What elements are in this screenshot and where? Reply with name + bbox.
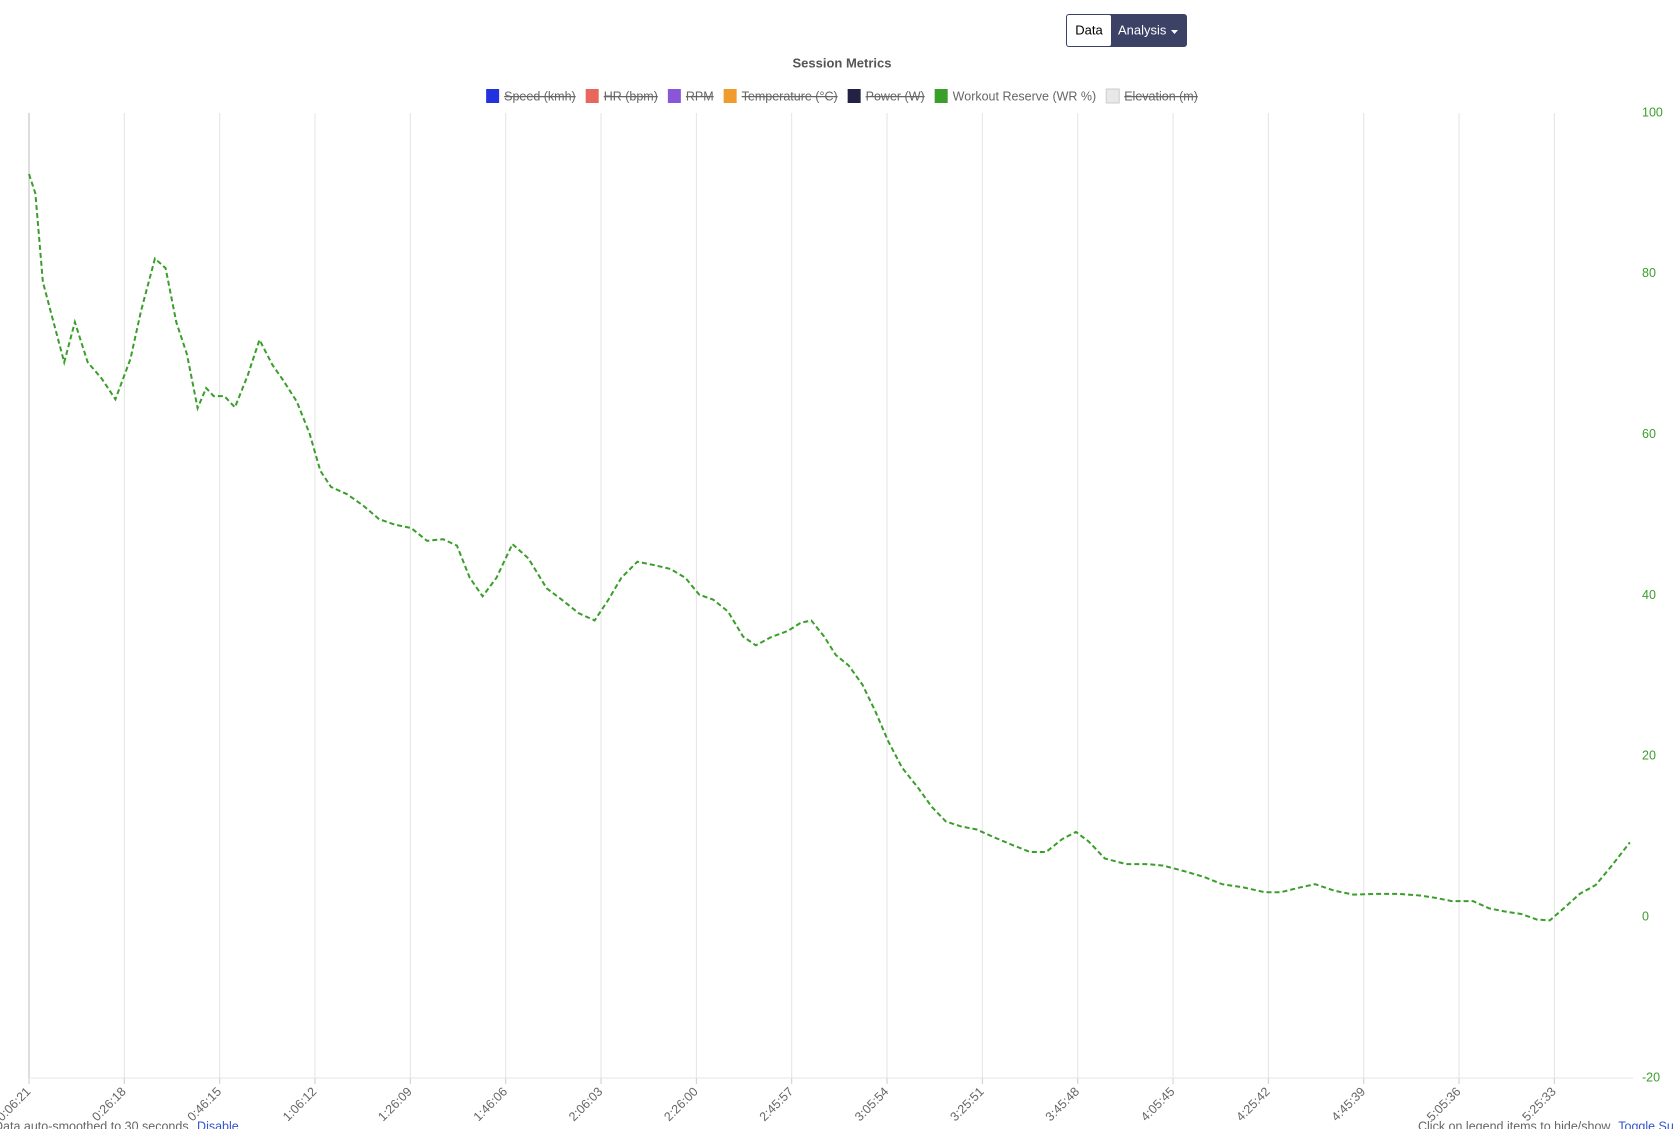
x-tick-label: 4:45:39 (1329, 1085, 1368, 1124)
data-button-bg[interactable] (1067, 15, 1111, 46)
legend-label[interactable]: Speed (kmh) (504, 89, 576, 103)
y2-tick-label: -20 (1642, 1070, 1660, 1084)
legend-swatch[interactable] (934, 89, 948, 103)
analysis-button[interactable]: Analysis (1118, 22, 1167, 37)
x-tick-label: 1:06:12 (280, 1085, 319, 1124)
legend-swatch[interactable] (486, 89, 500, 103)
x-tick-label: 1:26:09 (375, 1085, 414, 1124)
x-tick-label: 1:46:06 (471, 1085, 510, 1124)
legend-label[interactable]: Temperature (°C) (742, 89, 838, 103)
x-tick-label: 2:06:03 (566, 1085, 605, 1124)
legend-swatch[interactable] (585, 89, 599, 103)
legend-label[interactable]: RPM (686, 89, 714, 103)
y2-tick-label: 80 (1642, 266, 1656, 280)
data-line (28, 173, 1631, 922)
x-tick-label: 3:05:54 (852, 1085, 891, 1124)
x-tick-label: 4:25:42 (1233, 1085, 1272, 1124)
legend-swatch[interactable] (667, 89, 681, 103)
legend-swatch[interactable] (723, 89, 737, 103)
x-tick-label: 0:06:21 (0, 1085, 33, 1124)
x-tick-label: 3:25:51 (947, 1085, 986, 1124)
legend-label[interactable]: Power (W) (866, 89, 925, 103)
x-tick-label: 0:26:18 (89, 1085, 128, 1124)
legend-label[interactable]: Elevation (m) (1124, 89, 1198, 103)
caret (1171, 30, 1178, 34)
y2-tick-label: 100 (1642, 105, 1663, 119)
y2-tick-label: 40 (1642, 588, 1656, 602)
x-tick-label: 3:45:48 (1043, 1085, 1082, 1124)
x-tick-label: 5:25:33 (1519, 1085, 1558, 1124)
legend-label[interactable]: Workout Reserve (WR %) (953, 89, 1097, 103)
legend-swatch[interactable] (1105, 88, 1120, 104)
x-tick-label: 5:05:36 (1424, 1085, 1463, 1124)
x-tick-label: 2:45:57 (757, 1085, 796, 1124)
footer-hint: Click on legend items to hide/show. (1418, 1119, 1613, 1129)
y2-tick-label: 20 (1642, 749, 1656, 763)
y2-tick-label: 60 (1642, 427, 1656, 441)
x-tick-label: 4:05:45 (1138, 1085, 1177, 1124)
chart-title: Session Metrics (793, 55, 892, 70)
y2-tick-label: 0 (1642, 909, 1649, 923)
data-button[interactable]: Data (1075, 22, 1103, 37)
footer-note: Data auto-smoothed to 30 seconds. (0, 1119, 192, 1129)
legend-label[interactable]: HR (bpm) (604, 89, 658, 103)
legend-swatch[interactable] (847, 89, 861, 103)
disable-link[interactable]: Disable (197, 1119, 239, 1129)
toggle-summary-link[interactable]: Toggle Summary (1618, 1119, 1674, 1129)
x-tick-label: 0:46:15 (185, 1085, 224, 1124)
x-tick-label: 2:26:00 (661, 1085, 700, 1124)
